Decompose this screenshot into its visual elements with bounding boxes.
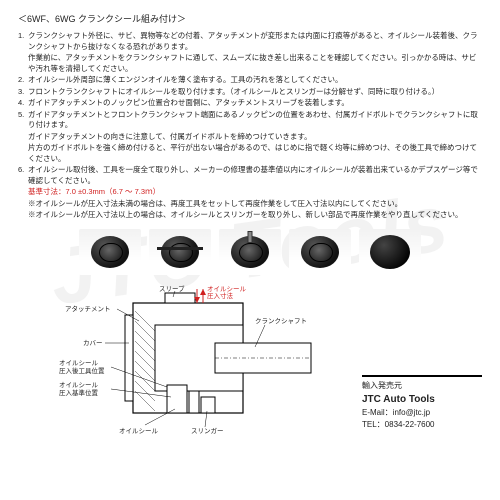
step-text: オイルシール外周部に薄くエンジンオイルを薄く塗布する。工具の汚れを落としてくださ… <box>28 75 482 86</box>
notes-block: ※オイルシールが圧入寸法未満の場合は、再度工具をセットして再度作業をして圧入寸法… <box>18 199 482 221</box>
step-text: ガイドアタッチメントのノックピン位置合わせ面側に、アタッチメントスリーブを装着し… <box>28 98 482 109</box>
doc-title: ＜6WF、6WG クランクシール組み付け＞ <box>18 12 482 25</box>
lbl-seal: オイルシール <box>119 427 159 435</box>
lbl-sleeve: スリーブ <box>159 285 185 293</box>
instruction-steps: 1.クランクシャフト外径に、サビ、異物等などの付着、アタッチメントが変形または内… <box>18 31 482 186</box>
step-number: 4. <box>18 98 28 109</box>
photo-ring-2 <box>289 229 351 275</box>
step-text: クランクシャフト外径に、サビ、異物等などの付着、アタッチメントが変形または内面に… <box>28 31 482 52</box>
step: 1.クランクシャフト外径に、サビ、異物等などの付着、アタッチメントが変形または内… <box>18 31 482 52</box>
vendor-block: 輸入発売元 JTC Auto Tools E-Mail：info@jtc.jp … <box>362 375 482 431</box>
lbl-press-dim-1: オイルシール <box>207 285 247 293</box>
step: 5.ガイドアタッチメントとフロントクランクシャフト端面にあるノックピンの位置をあ… <box>18 110 482 131</box>
cross-section-diagram: スリーブ オイルシール 圧入寸法 アタッチメント カバー オイルシール 圧入後工… <box>18 285 352 435</box>
note-line: ※オイルシールが圧入寸法以上の場合は、オイルシールとスリンガーを取り外し、新しい… <box>18 210 482 221</box>
vendor-company: JTC Auto Tools <box>362 392 482 407</box>
step-text: ガイドアタッチメントとフロントクランクシャフト端面にあるノックピンの位置をあわせ… <box>28 110 482 131</box>
photo-ring-bar <box>149 229 211 275</box>
lbl-slinger: スリンガー <box>191 426 224 435</box>
lbl-crank: クランクシャフト <box>255 317 307 325</box>
step-subtext: 作業前に、アタッチメントをクランクシャフトに通して、スムーズに抜き差し出来ること… <box>18 53 482 74</box>
step: 4.ガイドアタッチメントのノックピン位置合わせ面側に、アタッチメントスリーブを装… <box>18 98 482 109</box>
step-text: オイルシール取付後、工具を一度全て取り外し、メーカーの修理書の基準値以内にオイル… <box>28 165 482 186</box>
step-number: 5. <box>18 110 28 131</box>
step-text: フロントクランクシャフトにオイルシールを取り付けます。（オイルシールとスリンガー… <box>28 87 482 98</box>
ref-dim-value: ：7.0 ±0.3mm（6.7 ～ 7.3ｍ） <box>58 187 160 196</box>
lbl-sealpos-1: オイルシール <box>59 359 99 367</box>
step: 2.オイルシール外周部に薄くエンジンオイルを薄く塗布する。工具の汚れを落としてく… <box>18 75 482 86</box>
step-number: 2. <box>18 75 28 86</box>
step-number: 6. <box>18 165 28 186</box>
lbl-sealstd-2: 圧入基準位置 <box>59 388 99 397</box>
step-number: 3. <box>18 87 28 98</box>
step-number: 1. <box>18 31 28 52</box>
ref-dim-label: 基準寸法 <box>28 187 58 196</box>
lbl-sealpos-2: 圧入後工具位置 <box>59 366 105 375</box>
product-photos <box>18 229 482 275</box>
photo-ring-1 <box>79 229 141 275</box>
photo-solid <box>359 229 421 275</box>
lbl-cover: カバー <box>83 339 103 347</box>
vendor-tel: TEL：0834-22-7600 <box>362 419 482 431</box>
lbl-press-dim-2: 圧入寸法 <box>207 291 234 300</box>
step: 3.フロントクランクシャフトにオイルシールを取り付けます。（オイルシールとスリン… <box>18 87 482 98</box>
vendor-heading: 輸入発売元 <box>362 380 482 392</box>
vendor-email: E-Mail：info@jtc.jp <box>362 407 482 419</box>
step-subtext: 片方のガイドボルトを強く締め付けると、平行が出ない場合があるので、はじめに指で軽… <box>18 143 482 164</box>
lbl-attachment: アタッチメント <box>65 304 111 313</box>
lbl-sealstd-1: オイルシール <box>59 381 99 389</box>
note-line: ※オイルシールが圧入寸法未満の場合は、再度工具をセットして再度作業をして圧入寸法… <box>18 199 482 210</box>
photo-ring-knob <box>219 229 281 275</box>
step-subtext: ガイドアタッチメントの向きに注意して、付属ガイドボルトを締めつけていきます。 <box>18 132 482 143</box>
step: 6.オイルシール取付後、工具を一度全て取り外し、メーカーの修理書の基準値以内にオ… <box>18 165 482 186</box>
reference-dimension: 基準寸法：7.0 ±0.3mm（6.7 ～ 7.3ｍ） <box>18 187 482 198</box>
